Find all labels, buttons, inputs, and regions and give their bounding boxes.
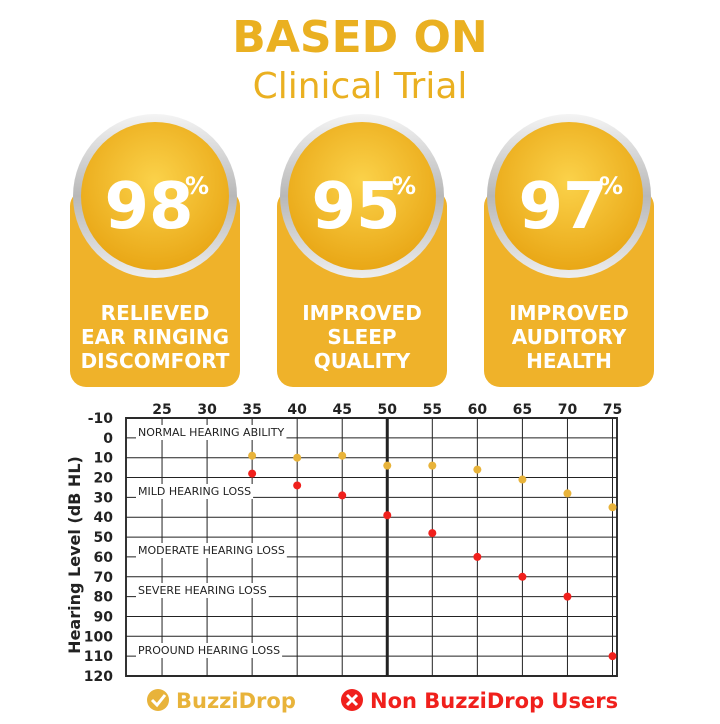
stat-label: RELIEVED [101, 301, 210, 325]
y-tick-label: 40 [94, 510, 114, 526]
data-point [383, 461, 392, 470]
badge [495, 122, 643, 270]
data-point [518, 572, 527, 581]
data-point [338, 491, 347, 500]
y-tick-label: 90 [94, 609, 114, 625]
subtitle: Clinical Trial [253, 66, 468, 107]
y-tick-label: 100 [84, 629, 113, 645]
data-point [473, 465, 482, 474]
stat-label: IMPROVED [302, 301, 422, 325]
data-point [563, 489, 572, 498]
annotation: PROOUND HEARING LOSS [138, 644, 280, 657]
data-point [383, 511, 392, 520]
annotation-bg [136, 583, 269, 598]
data-point [428, 529, 437, 538]
x-tick-label: 30 [197, 402, 217, 418]
legend-label: Non BuzziDrop Users [370, 689, 618, 713]
data-point [293, 481, 302, 490]
legend-icon [147, 689, 169, 711]
stat-unit: % [185, 172, 209, 200]
x-tick-label: 40 [287, 402, 307, 418]
stat-label: AUDITORY [512, 325, 627, 349]
title: BASED ON [232, 12, 487, 63]
annotation: MODERATE HEARING LOSS [138, 544, 285, 557]
stat-label: SLEEP [327, 325, 396, 349]
annotation-bg [136, 543, 287, 558]
data-point [518, 475, 527, 484]
x-tick-label: 65 [513, 402, 532, 418]
y-tick-label: 110 [84, 649, 113, 665]
stat-unit: % [599, 172, 623, 200]
legend-label: BuzziDrop [176, 689, 296, 713]
annotation: SEVERE HEARING LOSS [138, 584, 267, 597]
x-tick-label: 60 [468, 402, 488, 418]
y-axis-label: Hearing Level (dB HL) [65, 456, 84, 654]
y-tick-label: 10 [94, 451, 114, 467]
annotation-bg [136, 643, 283, 658]
legend: BuzziDrop Non BuzziDrop Users [147, 689, 618, 713]
x-tick-label: 50 [378, 402, 398, 418]
data-point [428, 461, 437, 470]
stat-value: 95 [311, 170, 400, 244]
data-point [248, 469, 257, 478]
data-point [608, 503, 617, 512]
x-tick-label: 25 [152, 402, 171, 418]
data-point [293, 453, 302, 462]
chart: -10 0 10 20 30 40 50 60 70 80 90 100 110 120 25 30 35 40 4… [65, 402, 622, 685]
stat-value: 97 [518, 170, 607, 244]
y-tick-label: 80 [94, 590, 114, 606]
stat-label: EAR RINGING [81, 325, 229, 349]
y-tick-label: 30 [94, 490, 114, 506]
x-tick-label: 45 [332, 402, 351, 418]
annotation: MILD HEARING LOSS [138, 485, 251, 498]
legend-icon [150, 694, 167, 708]
annotation: NORMAL HEARING ABILITY [138, 426, 284, 439]
stat-label: DISCOMFORT [81, 349, 230, 373]
y-tick-label: 50 [94, 530, 114, 546]
annotation-bg [136, 425, 287, 440]
x-tick-label: 35 [242, 402, 261, 418]
stat-label: HEALTH [526, 349, 612, 373]
stat-unit: % [392, 172, 416, 200]
data-point [608, 652, 617, 661]
x-tick-label: 75 [603, 402, 622, 418]
data-point [338, 451, 347, 460]
y-tick-label: 20 [94, 471, 114, 487]
y-tick-label: -10 [88, 411, 114, 427]
data-point [248, 451, 257, 460]
data-point [473, 552, 482, 561]
x-tick-label: 55 [423, 402, 442, 418]
y-tick-label: 0 [103, 431, 113, 447]
y-tick-label: 120 [84, 669, 113, 685]
legend-icon [345, 693, 359, 707]
stat-label: QUALITY [314, 349, 411, 373]
annotation-bg [136, 484, 254, 499]
badge [288, 122, 436, 270]
x-tick-label: 70 [558, 402, 578, 418]
data-point [563, 592, 572, 601]
y-tick-label: 60 [94, 550, 114, 566]
stat-value: 98 [104, 170, 193, 244]
badge [81, 122, 229, 270]
stat-label: IMPROVED [509, 301, 629, 325]
y-tick-label: 70 [94, 570, 114, 586]
